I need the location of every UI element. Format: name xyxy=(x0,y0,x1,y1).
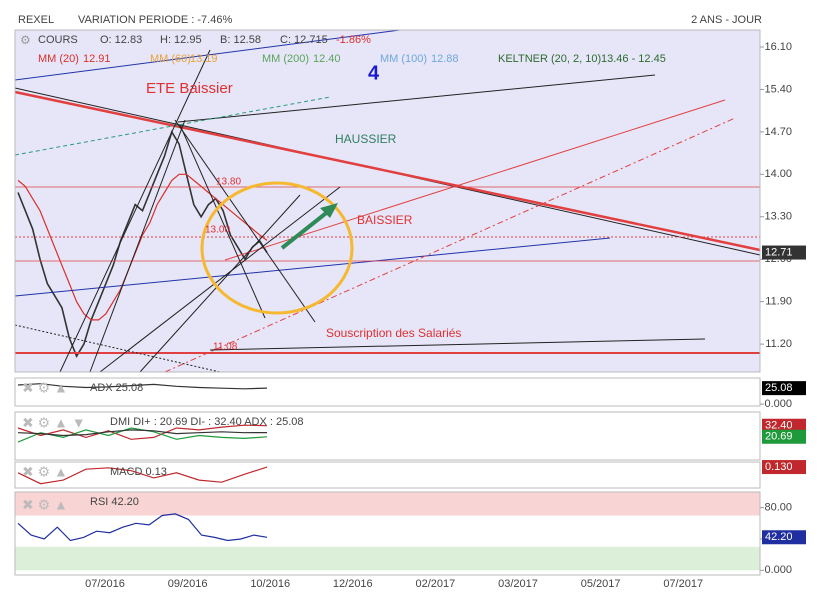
y-tick-label: 0.000 xyxy=(764,398,792,410)
y-tick-label: 14.70 xyxy=(764,126,792,138)
ohlc-value: O: 12.83 xyxy=(100,34,142,46)
ohlc-value: C: 12.715 xyxy=(280,34,328,46)
series-line xyxy=(17,424,268,440)
y-tick-label: 11.90 xyxy=(765,296,792,308)
last-value-box xyxy=(762,418,806,433)
y-tick-label: 16.10 xyxy=(764,41,792,53)
series-line xyxy=(17,173,268,321)
legend-entry: MM (20) xyxy=(38,53,79,65)
x-tick-label: 10/2016 xyxy=(250,578,290,590)
y-tick-label: 11.20 xyxy=(765,338,792,350)
x-tick-label: 03/2017 xyxy=(498,578,538,590)
annotation: 4 xyxy=(368,62,380,84)
panel-frames xyxy=(14,29,761,576)
x-tick-label: 07/2017 xyxy=(663,578,703,590)
last-value-box xyxy=(762,429,806,444)
annotation: 11.08 xyxy=(213,342,238,353)
annotation: HAUSSIER xyxy=(335,132,397,146)
svg-text:✖ ⚙ ▲: ✖ ⚙ ▲ xyxy=(22,497,68,513)
last-value-box xyxy=(762,530,806,545)
legend-entry: KELTNER (20, 2, 10) xyxy=(498,53,601,65)
x-tick-label: 05/2017 xyxy=(581,578,621,590)
zone xyxy=(15,546,760,571)
x-tick-label: 12/2016 xyxy=(333,578,373,590)
zone xyxy=(15,492,760,516)
symbol: REXEL xyxy=(18,14,54,26)
variation: VARIATION PERIODE : -7.46% xyxy=(78,14,232,26)
x-tick-label: 09/2016 xyxy=(168,578,208,590)
series-line xyxy=(17,513,268,542)
last-value-label: 32.40 xyxy=(765,420,793,432)
y-tick-label: 80.00 xyxy=(764,502,792,514)
trend-lines xyxy=(14,29,761,373)
annotation: ETE Baissier xyxy=(146,80,233,97)
legend-entry: MM (60) xyxy=(150,53,191,65)
legend-value: 12.88 xyxy=(431,53,459,65)
ohlc-value: B: 12.58 xyxy=(220,34,261,46)
panel-title: ADX 25.08 xyxy=(90,382,143,394)
legend-value: 13.46 - 12.45 xyxy=(601,53,666,65)
last-value-label: 0.130 xyxy=(765,461,793,473)
svg-text:✖ ⚙ ▲: ✖ ⚙ ▲ xyxy=(22,380,68,396)
legend-value: 12.91 xyxy=(83,53,111,65)
panel-title: RSI 42.20 xyxy=(90,496,139,508)
period: 2 ANS - JOUR xyxy=(691,14,762,26)
series-line xyxy=(17,383,268,390)
series-line xyxy=(17,129,268,358)
last-value-label: 42.20 xyxy=(765,531,793,543)
last-value-box xyxy=(762,245,806,260)
svg-text:⚙: ⚙ xyxy=(20,33,31,47)
legend-value: 12.40 xyxy=(313,53,341,65)
svg-text:✖ ⚙ ▲: ✖ ⚙ ▲ xyxy=(22,464,68,480)
last-value-label: 12.71 xyxy=(765,246,793,258)
annotation: BAISSIER xyxy=(357,213,413,227)
annotation: 13.80 xyxy=(216,177,241,188)
legend-value: 13.19 xyxy=(190,53,218,65)
svg-text:✖ ⚙ ▲ ▼: ✖ ⚙ ▲ ▼ xyxy=(22,415,86,431)
panel-icons[interactable]: ✖ ⚙ ▲ ✖ ⚙ ▲ ▼ ✖ ⚙ ▲ ✖ ⚙ ▲ ⚙ xyxy=(20,33,86,513)
legend-entry: MM (100) xyxy=(380,53,427,65)
series-line xyxy=(17,466,268,485)
main-plot-bg xyxy=(15,30,760,372)
last-value-label: 25.08 xyxy=(765,382,793,394)
last-value-label: 20.69 xyxy=(765,431,793,443)
change: -1.86% xyxy=(336,34,371,46)
legend-entry: MM (200) xyxy=(262,53,309,65)
panel-title: DMI DI+ : 20.69 DI- : 32.40 ADX : 25.08 xyxy=(110,416,304,428)
y-tick-label: 15.40 xyxy=(764,83,792,95)
last-value-box xyxy=(762,460,806,475)
y-tick-label: 13.30 xyxy=(764,211,792,223)
x-tick-label: 07/2016 xyxy=(85,578,125,590)
legend-entry: COURS xyxy=(38,34,78,46)
annotation: 13.00 xyxy=(205,225,230,236)
annotation: Souscription des Salariés xyxy=(326,326,461,340)
y-tick-label: 0.000 xyxy=(764,564,792,576)
last-value-box xyxy=(762,381,806,396)
ohlc-value: H: 12.95 xyxy=(160,34,202,46)
panel-title: MACD 0.13 xyxy=(110,466,167,478)
series-line xyxy=(17,429,268,437)
y-tick-label: 14.00 xyxy=(764,168,792,180)
x-tick-label: 02/2017 xyxy=(416,578,456,590)
